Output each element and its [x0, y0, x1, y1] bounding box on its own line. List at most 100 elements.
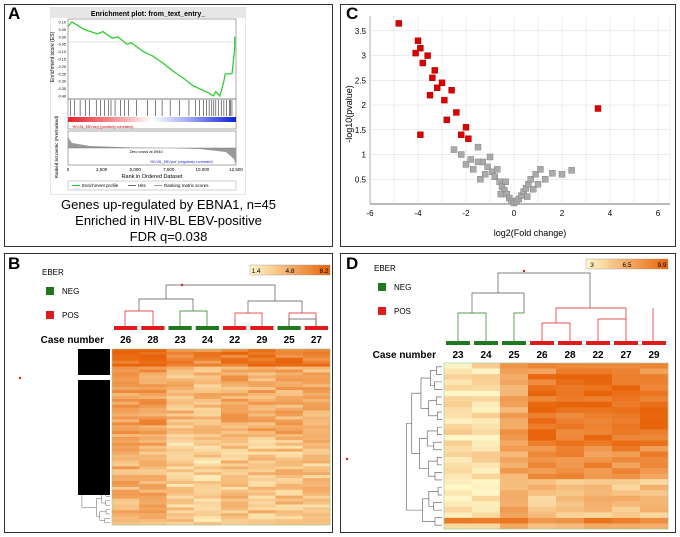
root-marker — [180, 283, 184, 287]
heatmap-cell — [302, 507, 331, 511]
heatmap-cell — [302, 369, 331, 373]
volcano-point — [532, 171, 539, 178]
heatmap-cell — [221, 419, 249, 423]
heatmap-cell — [500, 512, 529, 519]
row-dendrogram — [406, 366, 442, 526]
heatmap-cell — [584, 418, 613, 425]
heatmap-cell — [500, 412, 529, 419]
heatmap-cell — [248, 445, 276, 450]
heatmap-cell — [275, 363, 304, 367]
heatmap-cell — [472, 457, 501, 463]
heatmap-cell — [112, 475, 140, 479]
heatmap-cell — [112, 390, 140, 394]
heatmap-cell — [193, 492, 222, 496]
heatmap-cell — [193, 401, 222, 406]
case-number: 28 — [147, 335, 159, 346]
heatmap-cell — [302, 387, 331, 391]
heatmap-cell — [275, 463, 304, 467]
heatmap-cell — [472, 451, 501, 458]
heatmap-cell — [193, 513, 222, 517]
heatmap-cell — [248, 475, 276, 479]
x-tick-label: -6 — [366, 209, 374, 218]
heatmap-cell — [556, 368, 585, 375]
heatmap-cell — [139, 457, 167, 461]
heatmap-cell — [248, 463, 276, 467]
heatmap-cell — [556, 457, 585, 463]
heatmap-cell — [500, 429, 529, 436]
heatmap-cell — [112, 501, 140, 505]
heatmap-cell — [556, 451, 585, 458]
heatmap-cell — [584, 512, 613, 519]
case-number: 27 — [311, 335, 323, 346]
heatmap-cell — [112, 498, 140, 502]
volcano-point — [417, 131, 424, 138]
legend-enrichment: Enrichment profile — [82, 183, 119, 188]
heatmap-cell — [193, 445, 222, 450]
heatmap-cell — [112, 354, 140, 359]
heatmap-cell — [556, 407, 585, 414]
row-branch — [436, 366, 442, 375]
heatmap-cell — [275, 475, 304, 479]
heatmap-cell — [275, 434, 304, 438]
heatmap-cell — [221, 501, 249, 505]
heatmap-cell — [112, 422, 140, 426]
heatmap-cell — [221, 481, 249, 485]
heatmap-cell — [193, 366, 222, 370]
row-branch — [105, 509, 110, 515]
heatmap-cell — [221, 401, 249, 406]
volcano-point — [534, 181, 542, 188]
row-branch — [96, 498, 102, 517]
heatmap-cell — [248, 375, 276, 379]
heatmap-cell — [112, 445, 140, 450]
heatmap-cell — [472, 434, 501, 441]
heatmap-cell — [612, 479, 641, 486]
heatmap-cell — [275, 445, 304, 450]
heatmap-cell — [444, 484, 473, 491]
case-number: 23 — [452, 350, 464, 361]
heatmap-cell — [112, 492, 140, 496]
y-tick-label: 2.5 — [355, 76, 367, 85]
group-bar — [474, 341, 498, 345]
es-tick-label: -0.15 — [57, 58, 66, 62]
heatmap-cell — [302, 378, 331, 382]
heatmap-cell — [302, 372, 331, 376]
heatmap-cell — [302, 357, 331, 362]
dendrogram-branch — [497, 272, 591, 308]
heatmap-cell — [139, 492, 167, 496]
scale-tick-label: 8.2 — [319, 268, 328, 275]
heatmap-cell — [166, 466, 195, 470]
heatmap-cell — [193, 442, 222, 447]
heatmap-cell — [193, 495, 222, 499]
heatmap-cell — [302, 428, 331, 432]
heatmap-cell — [556, 374, 585, 380]
heatmap-cell — [193, 393, 222, 397]
heatmap-cell — [444, 374, 473, 380]
heatmap-cell — [472, 412, 501, 419]
heatmap-cell — [193, 466, 222, 470]
heatmap-cell — [275, 422, 304, 426]
volcano-point — [462, 124, 470, 131]
heatmap-cell — [275, 498, 304, 502]
heatmap-cell — [166, 398, 195, 403]
heatmap-cell — [139, 472, 167, 476]
row-branch — [420, 377, 431, 409]
heatmap-cell — [302, 448, 331, 452]
panel-d-label: D — [346, 254, 359, 273]
heatmap-border — [443, 362, 669, 530]
heatmap-cell — [275, 351, 304, 356]
heatmap-cell — [302, 425, 331, 429]
heatmap-cell — [640, 523, 669, 530]
heatmap-cell — [444, 523, 473, 530]
x-tick-label: -2 — [462, 209, 470, 218]
heatmap-cell — [528, 512, 557, 519]
heatmap-cell — [221, 463, 249, 467]
heatmap-cell — [444, 457, 473, 463]
heatmap-cell — [221, 516, 249, 520]
heatmap-cell — [302, 457, 331, 461]
heatmap-cell — [302, 375, 331, 379]
heatmap-cell — [166, 410, 195, 414]
heatmap-cell — [640, 512, 669, 519]
es-tick-label: 0.00 — [59, 35, 66, 39]
heatmap-cell — [444, 506, 473, 513]
heatmap-cell — [500, 407, 529, 414]
